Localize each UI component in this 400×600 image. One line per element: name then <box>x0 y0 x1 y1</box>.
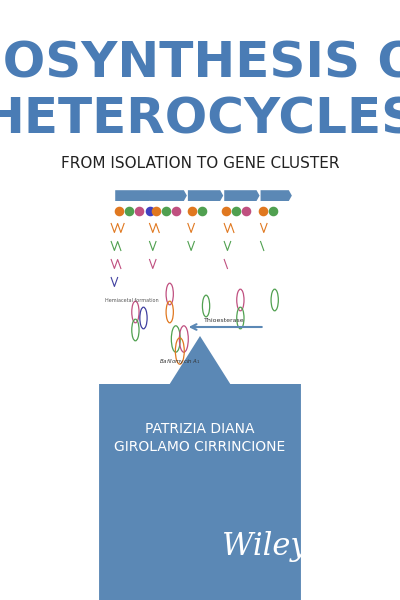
Point <box>172 206 179 216</box>
Point <box>243 206 250 216</box>
Point <box>270 206 276 216</box>
Text: Bafilomycin A$_1$: Bafilomycin A$_1$ <box>159 357 201 366</box>
Point <box>152 206 159 216</box>
Text: Thioesterase: Thioesterase <box>204 318 244 323</box>
Point <box>126 206 132 216</box>
Text: HETEROCYCLES: HETEROCYCLES <box>0 96 400 144</box>
Polygon shape <box>150 190 187 201</box>
Text: GIROLAMO CIRRINCIONE: GIROLAMO CIRRINCIONE <box>114 440 286 454</box>
Point <box>189 206 195 216</box>
Text: PATRIZIA DIANA: PATRIZIA DIANA <box>145 422 255 436</box>
Point <box>233 206 240 216</box>
Text: FROM ISOLATION TO GENE CLUSTER: FROM ISOLATION TO GENE CLUSTER <box>61 155 339 170</box>
Point <box>162 206 169 216</box>
Polygon shape <box>99 336 301 600</box>
Polygon shape <box>260 190 292 201</box>
Point <box>259 206 266 216</box>
Polygon shape <box>224 190 260 201</box>
Polygon shape <box>115 190 152 201</box>
Point <box>136 206 143 216</box>
Point <box>223 206 230 216</box>
Point <box>146 206 153 216</box>
Text: Wiley: Wiley <box>222 530 308 562</box>
Polygon shape <box>188 190 223 201</box>
Text: BIOSYNTHESIS OF: BIOSYNTHESIS OF <box>0 39 400 87</box>
Text: Hemiacetal formation: Hemiacetal formation <box>104 298 158 302</box>
Point <box>199 206 205 216</box>
Point <box>116 206 122 216</box>
